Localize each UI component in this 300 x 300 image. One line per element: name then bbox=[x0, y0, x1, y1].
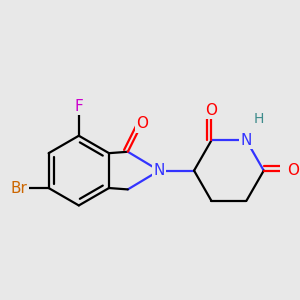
Text: H: H bbox=[253, 112, 264, 126]
Text: N: N bbox=[241, 133, 252, 148]
Text: O: O bbox=[287, 163, 299, 178]
Text: Br: Br bbox=[11, 181, 27, 196]
Text: F: F bbox=[74, 99, 83, 114]
Text: O: O bbox=[206, 103, 218, 118]
Text: N: N bbox=[154, 163, 165, 178]
Text: O: O bbox=[136, 116, 148, 131]
